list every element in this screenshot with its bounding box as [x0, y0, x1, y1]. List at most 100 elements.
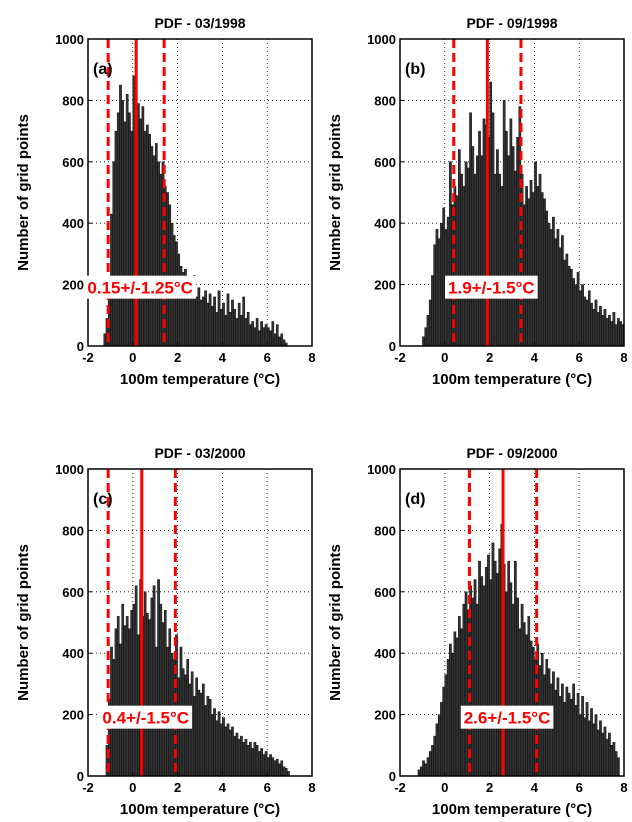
histogram-bar — [540, 192, 544, 347]
histogram-bar — [509, 118, 513, 347]
histogram-bar — [143, 591, 147, 777]
histogram-bar — [601, 315, 605, 347]
x-tick-label: 2 — [486, 780, 493, 795]
histogram-bar — [278, 763, 281, 777]
x-tick-label: 4 — [531, 780, 539, 795]
histogram-bar — [206, 695, 210, 777]
histogram-bar — [558, 247, 562, 347]
histogram-bar — [121, 603, 125, 777]
histogram-bar — [473, 173, 477, 347]
y-tick-label: 600 — [62, 585, 84, 600]
histogram-bar — [453, 631, 457, 777]
histogram-bar — [612, 742, 616, 777]
histogram-bar — [610, 745, 613, 777]
histogram-bar — [202, 296, 205, 347]
x-tick-label: 2 — [486, 350, 493, 365]
histogram-bar — [594, 299, 598, 347]
stat-annotation: 0.15+/-1.25°C — [84, 275, 196, 299]
histogram-bar — [116, 112, 120, 347]
histogram-bar — [152, 155, 156, 347]
x-tick-label: 6 — [576, 350, 583, 365]
histogram-bar — [493, 173, 497, 347]
histogram-bar — [228, 729, 232, 777]
x-tick-label: 0 — [129, 780, 136, 795]
y-axis-label: Number of grid points — [327, 544, 344, 701]
histogram-bar — [424, 763, 428, 777]
axes-frame — [399, 38, 625, 347]
x-axis-label: 100m temperature (°C) — [432, 371, 592, 388]
histogram-bar — [199, 299, 203, 347]
histogram-bar — [244, 318, 248, 347]
histogram-bar — [590, 708, 593, 777]
histogram-bar — [493, 560, 497, 777]
y-tick-label: 1000 — [367, 462, 396, 477]
histogram-bar — [199, 692, 203, 777]
histogram-bar — [253, 327, 257, 347]
histogram-bar — [204, 290, 207, 347]
histogram-bar — [208, 699, 212, 777]
x-axis-label: 100m temperature (°C) — [120, 371, 280, 388]
y-tick-label: 400 — [374, 646, 396, 661]
histogram-bar — [132, 603, 136, 777]
x-tick-label: 0 — [441, 780, 448, 795]
histogram-bar — [222, 717, 225, 777]
x-ticks: -2 0 2 4 6 8 — [394, 342, 628, 365]
histogram-bar — [525, 186, 528, 347]
histogram-bar — [554, 238, 557, 347]
histogram-bar — [428, 751, 432, 777]
histogram-bar — [554, 689, 557, 777]
histogram-bar — [543, 198, 546, 347]
histogram-bar — [251, 748, 254, 777]
histogram-bar — [603, 726, 607, 777]
y-tick-label: 800 — [374, 523, 396, 538]
x-tick-label: -2 — [82, 780, 94, 795]
histogram-bar — [119, 84, 122, 347]
histogram-bar — [282, 339, 286, 347]
histogram-bar — [561, 235, 564, 347]
histogram-bar — [233, 735, 237, 777]
histogram-bar — [134, 585, 138, 777]
stat-annotation: 1.9+/-1.5°C — [445, 275, 538, 299]
histogram-bar — [462, 603, 466, 777]
y-tick-label: 800 — [62, 93, 84, 108]
histogram-bar — [594, 714, 598, 777]
histogram-bar — [253, 742, 257, 777]
histogram-bar — [128, 112, 131, 347]
histogram-bar — [511, 603, 515, 777]
histogram-bar — [614, 324, 618, 347]
histogram-bar — [455, 637, 459, 777]
histogram-bar — [213, 708, 216, 777]
panel-tag: (a) — [93, 61, 113, 78]
histogram-bar — [246, 745, 250, 777]
histogram-bar — [605, 738, 609, 777]
histogram-bar — [246, 312, 250, 347]
histogram-bar — [282, 766, 286, 777]
panel-tag: (b) — [405, 61, 425, 78]
histogram-bar — [258, 751, 261, 777]
histogram-bar — [545, 210, 549, 347]
histogram-bar — [590, 302, 593, 347]
histogram-bar — [426, 757, 430, 777]
histogram-bar — [278, 336, 281, 347]
histogram-bar — [210, 714, 214, 777]
histogram-bar — [159, 173, 163, 347]
histogram-bar — [612, 312, 616, 347]
histogram-bar — [422, 336, 425, 347]
histogram-bar — [222, 302, 225, 347]
histogram-bar — [596, 312, 600, 347]
histogram-bar — [215, 312, 219, 347]
histogram-bar — [440, 222, 443, 347]
histogram-bar — [168, 204, 172, 347]
histogram-bar — [233, 308, 237, 347]
annotation-background — [84, 275, 196, 299]
y-tick-label: 600 — [374, 155, 396, 170]
histogram-bar — [608, 732, 611, 777]
y-tick-label: 400 — [374, 216, 396, 231]
chart-panel-a: PDF - 03/1998 -2 0 2 4 6 8 02004006008001000 … — [15, 15, 316, 388]
histogram-bar — [509, 582, 513, 777]
histogram-bar — [538, 173, 542, 347]
histogram-bar — [464, 591, 468, 777]
y-tick-label: 400 — [62, 216, 84, 231]
histogram-bar — [440, 702, 443, 777]
y-axis-label: Number of grid points — [15, 544, 32, 701]
